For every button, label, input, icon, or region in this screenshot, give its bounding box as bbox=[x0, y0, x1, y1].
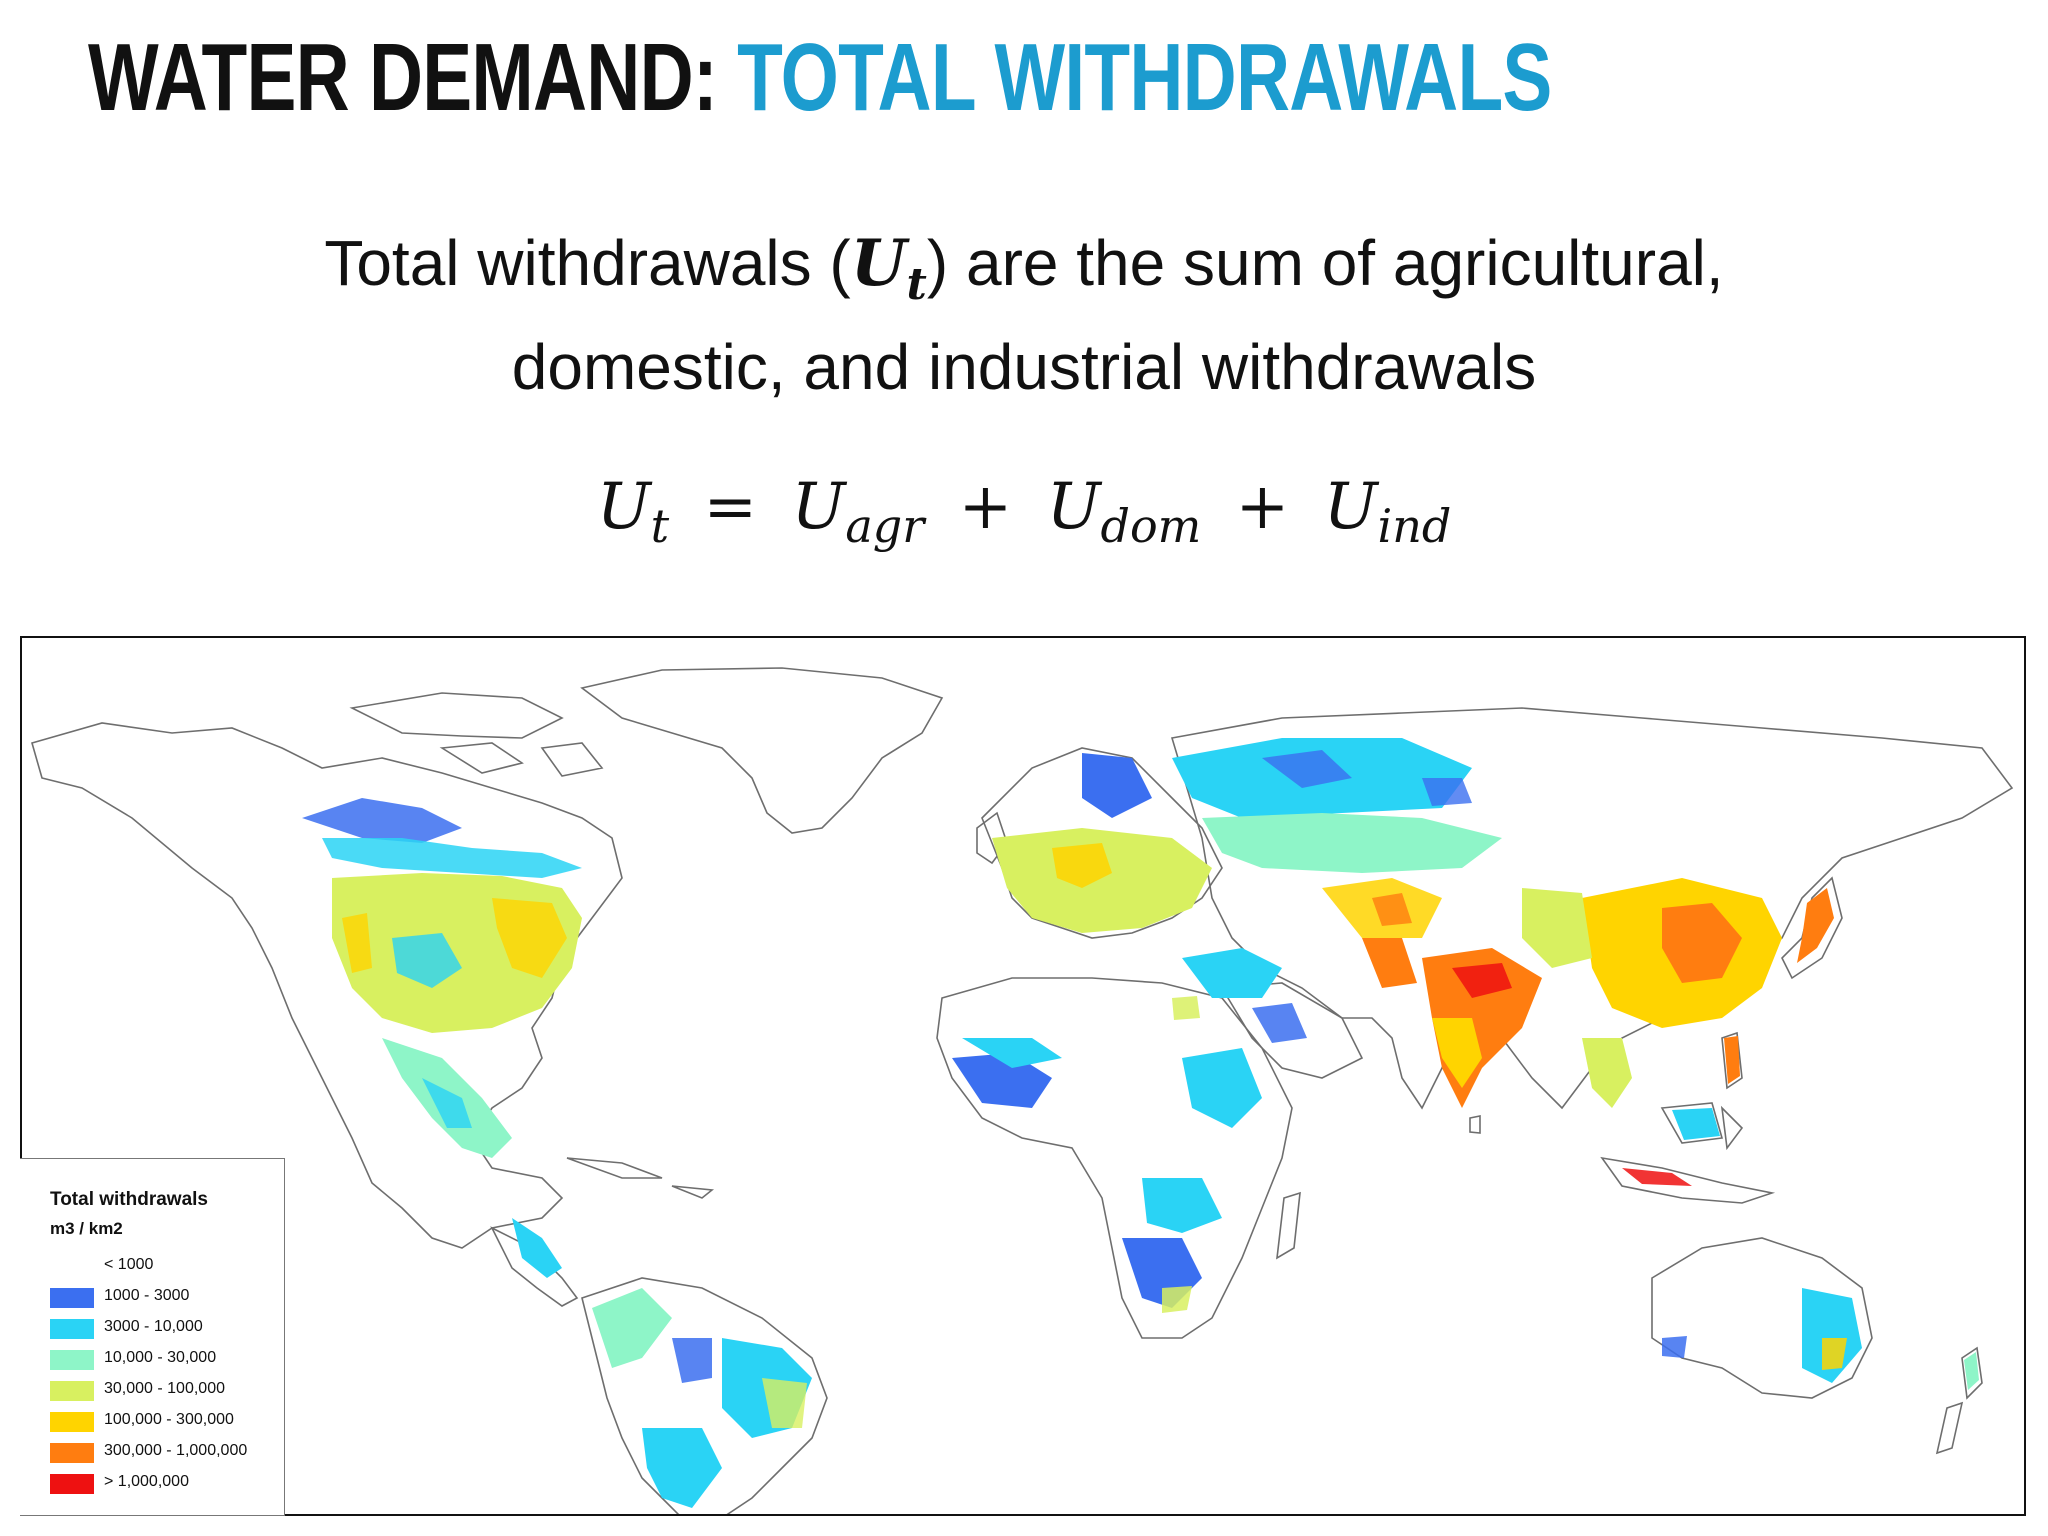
fill-russia-green bbox=[1202, 813, 1502, 873]
subtitle: Total withdrawals (Ut) are the sum of ag… bbox=[0, 222, 2048, 408]
eq-equals: = bbox=[703, 470, 758, 544]
title-accent-part: TOTAL WITHDRAWALS bbox=[737, 24, 1552, 131]
fill-philippines-orange bbox=[1724, 1036, 1740, 1084]
south-america-outline bbox=[581, 1277, 828, 1514]
legend-label: 3000 - 10,000 bbox=[104, 1318, 203, 1335]
fill-canada-blue bbox=[302, 798, 462, 843]
legend-label: 300,000 - 1,000,000 bbox=[104, 1442, 248, 1459]
fill-sa-blue bbox=[672, 1338, 712, 1383]
legend-label: 1000 - 3000 bbox=[104, 1287, 190, 1304]
fill-middle-east-cyan bbox=[1182, 948, 1282, 998]
africa-outline bbox=[936, 977, 1293, 1339]
world-map bbox=[20, 636, 2026, 1516]
philippines-outline bbox=[1721, 1031, 1743, 1090]
legend-swatch bbox=[50, 1319, 94, 1339]
fill-usa-yellow-east bbox=[492, 898, 567, 978]
legend-label: 30,000 - 100,000 bbox=[104, 1380, 225, 1397]
eq-term2: U bbox=[1046, 470, 1101, 544]
fill-sa-northwest bbox=[592, 1288, 672, 1368]
world-map-svg bbox=[31, 667, 2014, 1514]
fill-usa-yellow-west bbox=[342, 913, 372, 973]
eq-term1: U bbox=[791, 470, 846, 544]
legend-label: 10,000 - 30,000 bbox=[104, 1349, 217, 1366]
madagascar-outline bbox=[1276, 1191, 1301, 1260]
fill-europe-yellow bbox=[1052, 843, 1112, 888]
fill-sa-south bbox=[642, 1428, 722, 1508]
fill-africa-east-cyan bbox=[1182, 1048, 1262, 1128]
legend-swatch bbox=[50, 1350, 94, 1370]
fill-india-yellow bbox=[1432, 1018, 1482, 1088]
fill-europe-scandinavia bbox=[1082, 753, 1152, 818]
fill-nz-green bbox=[1964, 1352, 1979, 1390]
fill-se-asia-green bbox=[1582, 1038, 1632, 1108]
eq-term1-sub: agr bbox=[845, 498, 925, 553]
eq-plus-2: + bbox=[1235, 470, 1290, 544]
legend-label: < 1000 bbox=[104, 1256, 154, 1273]
fill-india-red bbox=[1452, 963, 1512, 998]
fill-central-america bbox=[512, 1218, 562, 1278]
legend-unit: m3 / km2 bbox=[50, 1219, 123, 1238]
fill-australia-east-cyan bbox=[1802, 1288, 1862, 1383]
eq-lhs-sub: t bbox=[650, 498, 670, 553]
equation: Ut = Uagr + Udom + Uind bbox=[0, 470, 2048, 553]
australia-outline bbox=[1651, 1237, 1873, 1399]
sri-lanka-outline bbox=[1469, 1115, 1481, 1134]
fill-mexico-cyan bbox=[422, 1078, 472, 1128]
legend-label: > 1,000,000 bbox=[104, 1473, 189, 1490]
title-dark-part: WATER DEMAND: bbox=[88, 24, 718, 131]
legend-swatch bbox=[50, 1381, 94, 1401]
arctic-islands-outline bbox=[349, 692, 604, 777]
legend-title: Total withdrawals bbox=[50, 1189, 209, 1210]
fill-africa-south-cyan bbox=[1142, 1178, 1222, 1233]
fill-africa-west-cyan bbox=[962, 1038, 1062, 1068]
subtitle-line-2: domestic, and industrial withdrawals bbox=[511, 330, 1537, 403]
japan-outline bbox=[1781, 876, 1843, 980]
eq-term2-sub: dom bbox=[1100, 498, 1202, 553]
caribbean-outline bbox=[566, 1157, 715, 1199]
fill-canada-cyan bbox=[322, 838, 582, 878]
map-legend: Total withdrawals m3 / km2 < 1000 1000 - … bbox=[20, 1158, 285, 1516]
eq-term3-sub: ind bbox=[1377, 498, 1452, 553]
eq-lhs: U bbox=[596, 470, 651, 544]
fill-middle-east-blue bbox=[1252, 1003, 1307, 1043]
legend-label: 100,000 - 300,000 bbox=[104, 1411, 234, 1428]
legend-swatch bbox=[50, 1412, 94, 1432]
subtitle-text-before: Total withdrawals ( bbox=[324, 227, 851, 299]
fill-indonesia-cyan bbox=[1672, 1108, 1720, 1140]
legend-swatch bbox=[50, 1288, 94, 1308]
greenland-outline bbox=[580, 667, 944, 834]
fill-central-asia-orange bbox=[1372, 893, 1412, 926]
fill-indonesia-red bbox=[1622, 1168, 1692, 1186]
legend-swatch bbox=[50, 1443, 94, 1463]
arabia-outline bbox=[1220, 982, 1364, 1079]
subtitle-variable-symbol: U bbox=[850, 226, 907, 301]
fill-australia-east-yellow bbox=[1822, 1338, 1847, 1370]
fill-australia-sw-blue bbox=[1662, 1336, 1687, 1358]
slide-title: WATER DEMAND: TOTAL WITHDRAWALS bbox=[88, 18, 1552, 138]
fill-pakistan-orange bbox=[1362, 938, 1417, 988]
fill-europe-green bbox=[992, 828, 1212, 933]
new-zealand-outline bbox=[1935, 1346, 1983, 1455]
subtitle-variable-subscript: t bbox=[906, 258, 927, 310]
fill-china-orange bbox=[1662, 903, 1742, 983]
fill-china-green bbox=[1522, 888, 1592, 968]
fill-africa-south-green bbox=[1162, 1286, 1192, 1313]
withdrawal-fills bbox=[302, 738, 1979, 1508]
legend-swatch bbox=[50, 1257, 94, 1277]
eq-plus-1: + bbox=[958, 470, 1013, 544]
fill-japan-orange bbox=[1797, 888, 1834, 963]
legend-swatch bbox=[50, 1474, 94, 1494]
fill-russia-blue bbox=[1262, 750, 1472, 806]
indonesia-outline bbox=[1600, 1102, 1776, 1204]
fill-sa-east-green bbox=[762, 1378, 807, 1428]
subtitle-variable: Ut bbox=[850, 226, 927, 310]
fill-usa-cyan bbox=[392, 933, 462, 988]
fill-africa-west-blue bbox=[952, 1053, 1052, 1108]
subtitle-line-1: Total withdrawals (Ut) are the sum of ag… bbox=[0, 222, 2048, 326]
subtitle-text-after: ) are the sum of agricultural, bbox=[926, 227, 1724, 299]
fill-africa-nile-green bbox=[1172, 996, 1200, 1020]
eq-term3: U bbox=[1323, 470, 1378, 544]
